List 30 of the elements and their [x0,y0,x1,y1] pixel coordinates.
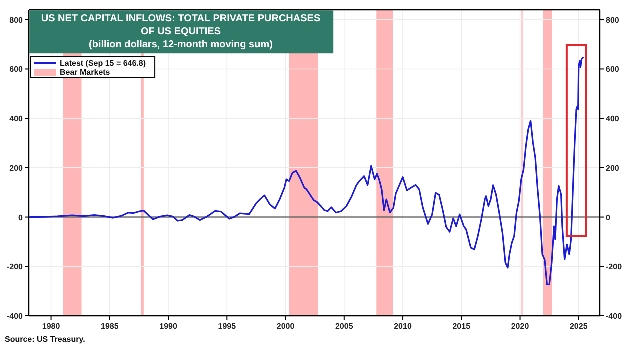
y2-tick-label: 200 [606,164,620,173]
y-tick-label: -400 [6,312,24,321]
x-tick-label: 2005 [336,322,354,331]
band-label: Bear Markets [60,68,111,77]
x-tick-label: 1990 [160,322,178,331]
y2-tick-label: -400 [606,312,623,321]
x-tick-label: 2010 [394,322,412,331]
x-tick-label: 2015 [452,322,472,331]
x-tick-label: 2000 [276,322,296,331]
y2-tick-label: 800 [606,16,620,25]
y2-tick-label: 0 [606,213,611,222]
source-note: Source: US Treasury. [5,335,86,344]
y-tick-label: 800 [10,16,24,25]
y-tick-label: 600 [10,65,24,74]
x-tick-label: 2020 [511,322,530,331]
x-tick-label: 1985 [101,322,120,331]
text: (billion dollars, 12-month moving sum) [89,40,273,50]
y-tick-label: 0 [18,213,24,222]
x-tick-label: 1995 [218,322,237,331]
y2-tick-label: 400 [606,114,620,124]
x-tick-label: 1980 [42,322,61,331]
text: US NET CAPITAL INFLOWS: TOTAL PRIVATE PURCHASES OF US EQUITIES [41,14,321,38]
y2-tick-label: -200 [606,262,623,272]
y-tick-label: 400 [10,114,24,124]
legend-label: Latest (Sep 15 = 646.8) [60,59,146,68]
y-tick-label: -200 [6,262,24,272]
y-tick-label: 200 [10,164,24,173]
x-tick-label: 2025 [570,322,588,331]
line-series [29,56,584,286]
y2-tick-label: 600 [606,65,620,74]
